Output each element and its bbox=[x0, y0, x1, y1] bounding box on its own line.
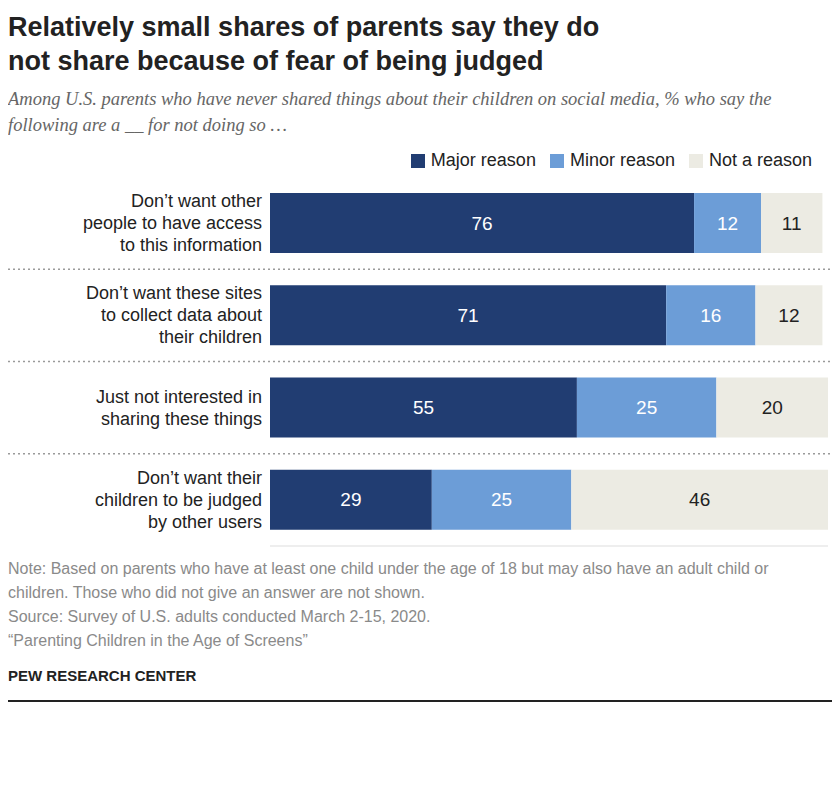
html-text:Source: Survey of U.S. adults: Source: Survey of U.S. adults conducted … bbox=[8, 608, 431, 625]
svg-text:71: 71 bbox=[458, 305, 479, 326]
svg-text:11: 11 bbox=[782, 213, 802, 234]
html-text:Major reason: Major reason bbox=[430, 150, 536, 170]
html-text:PEW RESEARCH CENTER: PEW RESEARCH CENTER bbox=[8, 667, 197, 684]
svg-text:76: 76 bbox=[471, 213, 492, 234]
svg-text:46: 46 bbox=[689, 489, 710, 510]
html-text:Relatively small shares of par: Relatively small shares of parents say t… bbox=[8, 12, 600, 76]
html-text:“Parenting Children in the Age: “Parenting Children in the Age of Screen… bbox=[8, 632, 308, 649]
svg-text:Don’t want theirchildren to be: Don’t want theirchildren to be judgedby … bbox=[95, 468, 262, 532]
svg-text:Don’t want otherpeople to have: Don’t want otherpeople to have accessto … bbox=[83, 191, 262, 255]
html-text:Not a reason: Not a reason bbox=[708, 150, 812, 170]
svg-text:12: 12 bbox=[717, 213, 738, 234]
svg-text:55: 55 bbox=[413, 397, 434, 418]
svg-text:Just not interested insharing: Just not interested insharing these thin… bbox=[96, 387, 262, 429]
svg-text:25: 25 bbox=[636, 397, 657, 418]
html-text:Note: Based on parents who hav: Note: Based on parents who have at least… bbox=[8, 560, 769, 601]
html-text:Minor reason: Minor reason bbox=[569, 150, 675, 170]
svg-text:Don’t want these sitesto colle: Don’t want these sitesto collect data ab… bbox=[86, 283, 262, 347]
svg-text:16: 16 bbox=[700, 305, 721, 326]
svg-text:25: 25 bbox=[491, 489, 512, 510]
svg-text:20: 20 bbox=[762, 397, 783, 418]
svg-text:12: 12 bbox=[778, 305, 799, 326]
svg-text:29: 29 bbox=[340, 489, 361, 510]
html-text:Among U.S. parents who have ne: Among U.S. parents who have never shared… bbox=[8, 89, 772, 135]
